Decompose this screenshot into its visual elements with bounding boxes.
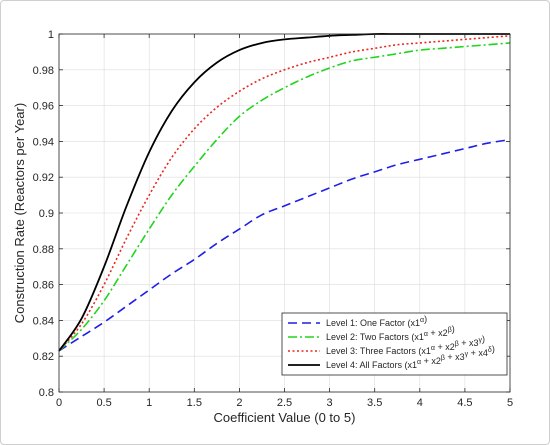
y-tick-label: 0.88 — [33, 244, 54, 256]
legend-superscript: δ — [488, 347, 492, 354]
legend-superscript: β — [441, 355, 445, 362]
y-tick-label: 0.9 — [39, 208, 54, 220]
legend: Level 1: One Factor (x1α)Level 2: Two Fa… — [281, 312, 508, 376]
y-tick-label: 0.92 — [33, 172, 54, 184]
legend-text-part: Level 1: One Factor (x1 — [326, 318, 420, 328]
legend-superscript: β — [455, 341, 459, 348]
legend-text-part: Level 3: Three Factors (x1 — [326, 346, 431, 356]
series-line-level-3 — [58, 34, 511, 352]
x-tick-label: 2 — [236, 397, 242, 409]
legend-entry-level-2: Level 2: Two Factors (x1α + x2β) — [326, 324, 455, 342]
legend-entry-level-4: Level 4: All Factors (x1α + x2β + x3γ + … — [326, 344, 495, 370]
x-tick-label: 0 — [56, 397, 62, 409]
x-tick-label: 5 — [507, 397, 513, 409]
legend-superscript: α — [431, 345, 435, 352]
legend-entry-level-1: Level 1: One Factor (x1α) — [326, 314, 427, 328]
series-line-level-2 — [58, 42, 511, 352]
legend-superscript: β — [448, 327, 452, 334]
x-tick-label: 2.5 — [277, 397, 292, 409]
x-tick-label: 3.5 — [367, 397, 382, 409]
legend-text-part: ) — [492, 344, 495, 354]
legend-superscript: α — [420, 317, 424, 324]
x-tick-label: 0.5 — [96, 397, 111, 409]
y-tick-label: 0.86 — [33, 280, 54, 292]
legend-text-part: ) — [482, 334, 485, 344]
legend-text-part: + x2 — [428, 328, 448, 338]
legend-superscript: γ — [465, 351, 469, 358]
axis-ticks: 0 0.5 1 1.5 2 2.5 3 3.5 4 4.5 5 0.8 0.82 0.84 0.86 0.88… — [33, 29, 513, 409]
x-tick-label: 1.5 — [187, 397, 202, 409]
legend-superscript: α — [424, 331, 428, 338]
legend-text-part: + x2 — [421, 356, 441, 366]
y-tick-label: 1 — [48, 29, 54, 41]
legend-superscript: γ — [479, 337, 483, 344]
legend-text-part: + x3 — [445, 352, 465, 362]
y-tick-label: 0.84 — [33, 315, 54, 327]
y-tick-label: 0.82 — [33, 351, 54, 363]
legend-text-part: ) — [424, 314, 427, 324]
legend-entry-level-3: Level 3: Three Factors (x1α + x2β + x3γ) — [326, 334, 485, 356]
legend-text-part: + x2 — [435, 342, 455, 352]
y-tick-label: 0.8 — [39, 387, 54, 399]
legend-text-part: + x3 — [459, 338, 479, 348]
series-line-level-1 — [58, 138, 511, 352]
y-tick-label: 0.98 — [33, 65, 54, 77]
x-tick-label: 1 — [146, 397, 152, 409]
y-tick-label: 0.94 — [33, 136, 54, 148]
legend-text-part: ) — [452, 324, 455, 334]
legend-text-part: Level 2: Two Factors (x1 — [326, 332, 424, 342]
y-axis-label: Construction Rate (Reactors per Year) — [12, 103, 27, 323]
x-tick-label: 4.5 — [457, 397, 472, 409]
legend-text-part: + x4 — [468, 348, 488, 358]
x-axis-label: Coefficient Value (0 to 5) — [214, 410, 356, 425]
x-tick-label: 4 — [417, 397, 423, 409]
legend-superscript: α — [417, 359, 421, 366]
y-tick-label: 0.96 — [33, 101, 54, 113]
x-tick-label: 3 — [327, 397, 333, 409]
legend-text-part: Level 4: All Factors (x1 — [326, 360, 417, 370]
